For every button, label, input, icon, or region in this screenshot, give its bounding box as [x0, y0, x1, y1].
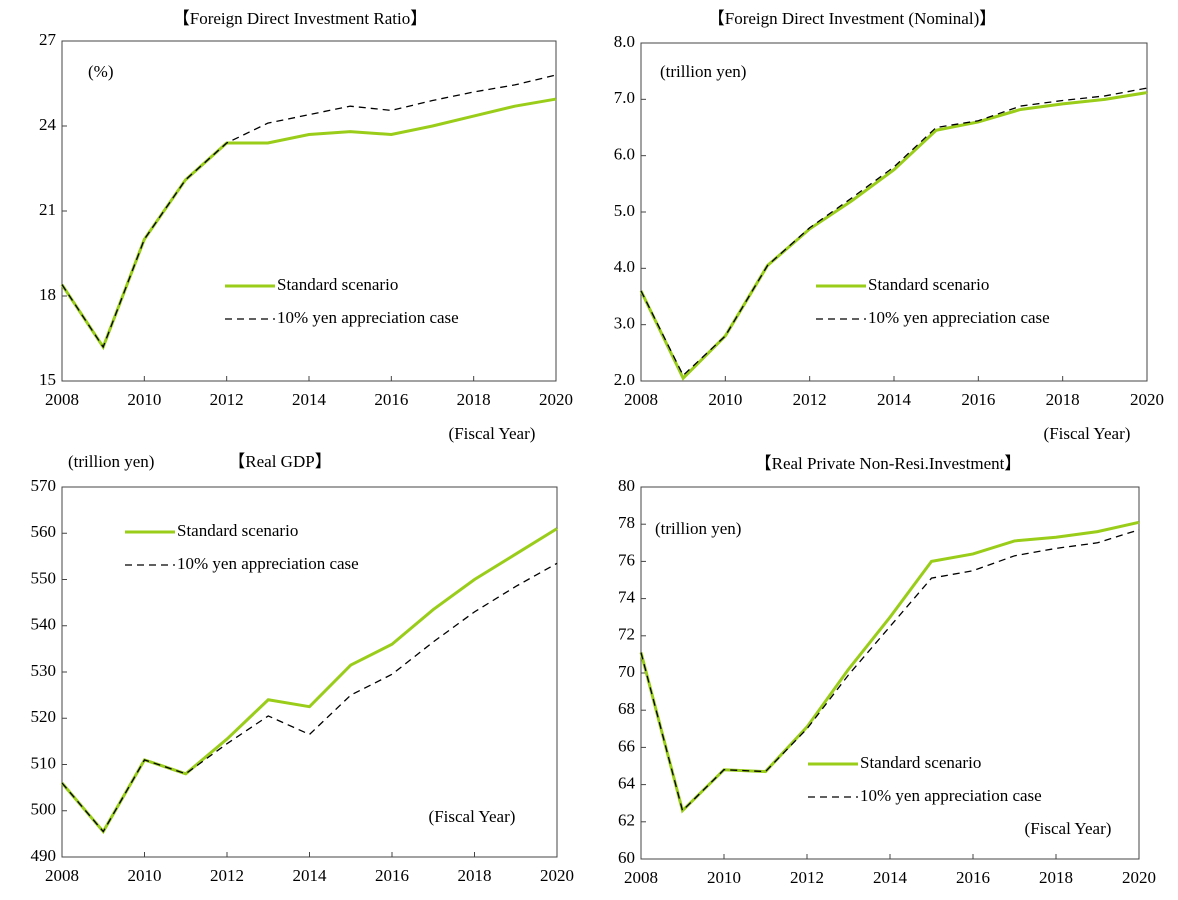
series-line [639, 91, 1148, 381]
y-tick-label: 570 [31, 476, 57, 495]
y-tick-label: 560 [31, 522, 57, 541]
x-tick-label: 2010 [128, 866, 162, 885]
y-tick-label: 76 [618, 550, 635, 569]
x-tick-label: 2018 [1046, 390, 1080, 409]
x-tick-label: 2016 [956, 868, 990, 887]
x-tick-label: 2020 [540, 866, 574, 885]
series-line [61, 562, 558, 833]
y-tick-label: 70 [618, 662, 635, 681]
x-tick-label: 2008 [45, 390, 79, 409]
y-tick-label: 72 [618, 625, 635, 644]
y-tick-label: 62 [618, 811, 635, 830]
legend-label: Standard scenario [868, 275, 989, 294]
x-tick-label: 2008 [624, 868, 658, 887]
chart-title: 【Real Private Non-Resi.Investment】 [755, 454, 1022, 473]
y-tick-label: 21 [39, 200, 56, 219]
legend-label: Standard scenario [860, 753, 981, 772]
y-tick-label: 490 [31, 846, 57, 865]
y-tick-label: 78 [618, 513, 635, 532]
x-tick-label: 2020 [1130, 390, 1164, 409]
y-tick-label: 3.0 [614, 314, 635, 333]
y-tick-label: 520 [31, 707, 57, 726]
x-tick-label: 2018 [1039, 868, 1073, 887]
series-line [60, 97, 557, 351]
plot-frame [640, 42, 1148, 382]
y-tick-label: 7.0 [614, 88, 635, 107]
y-tick-label: 6.0 [614, 145, 635, 164]
plot-frame [61, 40, 557, 382]
legend-label: Standard scenario [177, 521, 298, 540]
x-tick-label: 2014 [292, 390, 327, 409]
chart-title: 【Foreign Direct Investment (Nominal)】 [708, 9, 996, 28]
x-axis-label: (Fiscal Year) [429, 807, 516, 826]
x-tick-label: 2012 [793, 390, 827, 409]
legend-label: 10% yen appreciation case [868, 308, 1050, 327]
y-tick-label: 2.0 [614, 370, 635, 389]
legend-label: 10% yen appreciation case [860, 786, 1042, 805]
x-tick-label: 2020 [1122, 868, 1156, 887]
unit-label: (trillion yen) [660, 62, 746, 81]
x-tick-label: 2016 [961, 390, 995, 409]
x-tick-label: 2018 [457, 390, 491, 409]
y-tick-label: 18 [39, 285, 56, 304]
y-tick-label: 5.0 [614, 201, 635, 220]
y-tick-label: 68 [618, 699, 635, 718]
x-tick-label: 2018 [458, 866, 492, 885]
x-tick-label: 2008 [45, 866, 79, 885]
y-tick-label: 24 [39, 115, 57, 134]
unit-label: (trillion yen) [655, 519, 741, 538]
legend-label: Standard scenario [277, 275, 398, 294]
y-tick-label: 540 [31, 615, 57, 634]
x-tick-label: 2012 [790, 868, 824, 887]
series-line [640, 529, 1140, 812]
y-tick-label: 8.0 [614, 32, 635, 51]
x-tick-label: 2010 [708, 390, 742, 409]
y-tick-label: 530 [31, 661, 57, 680]
y-tick-label: 27 [39, 30, 57, 49]
y-tick-label: 60 [618, 848, 635, 867]
chart-title: 【Real GDP】 [228, 452, 331, 471]
y-tick-label: 64 [618, 774, 636, 793]
y-tick-label: 550 [31, 568, 57, 587]
x-tick-label: 2016 [375, 866, 409, 885]
legend-label: 10% yen appreciation case [177, 554, 359, 573]
x-tick-label: 2014 [873, 868, 908, 887]
y-tick-label: 15 [39, 370, 56, 389]
x-tick-label: 2008 [624, 390, 658, 409]
y-tick-label: 500 [31, 800, 57, 819]
series-line [60, 527, 558, 835]
x-axis-label: (Fiscal Year) [449, 424, 536, 443]
unit-label: (%) [88, 62, 113, 81]
y-tick-label: 74 [618, 588, 636, 607]
x-tick-label: 2014 [293, 866, 328, 885]
unit-label: (trillion yen) [68, 452, 154, 471]
chart-title: 【Foreign Direct Investment Ratio】 [173, 9, 427, 28]
y-tick-label: 80 [618, 476, 635, 495]
series-line [640, 87, 1148, 377]
series-line [61, 74, 557, 349]
x-tick-label: 2010 [127, 390, 161, 409]
x-axis-label: (Fiscal Year) [1044, 424, 1131, 443]
plot-frame [61, 486, 558, 858]
x-tick-label: 2012 [210, 390, 244, 409]
x-tick-label: 2014 [877, 390, 912, 409]
x-tick-label: 2012 [210, 866, 244, 885]
x-tick-label: 2020 [539, 390, 573, 409]
y-tick-label: 4.0 [614, 257, 635, 276]
y-tick-label: 66 [618, 736, 635, 755]
legend-label: 10% yen appreciation case [277, 308, 459, 327]
y-tick-label: 510 [31, 753, 57, 772]
x-tick-label: 2016 [374, 390, 408, 409]
x-axis-label: (Fiscal Year) [1025, 819, 1112, 838]
x-tick-label: 2010 [707, 868, 741, 887]
